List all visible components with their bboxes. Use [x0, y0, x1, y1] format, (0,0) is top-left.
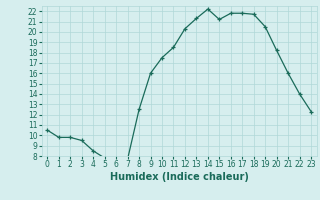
X-axis label: Humidex (Indice chaleur): Humidex (Indice chaleur) [110, 172, 249, 182]
